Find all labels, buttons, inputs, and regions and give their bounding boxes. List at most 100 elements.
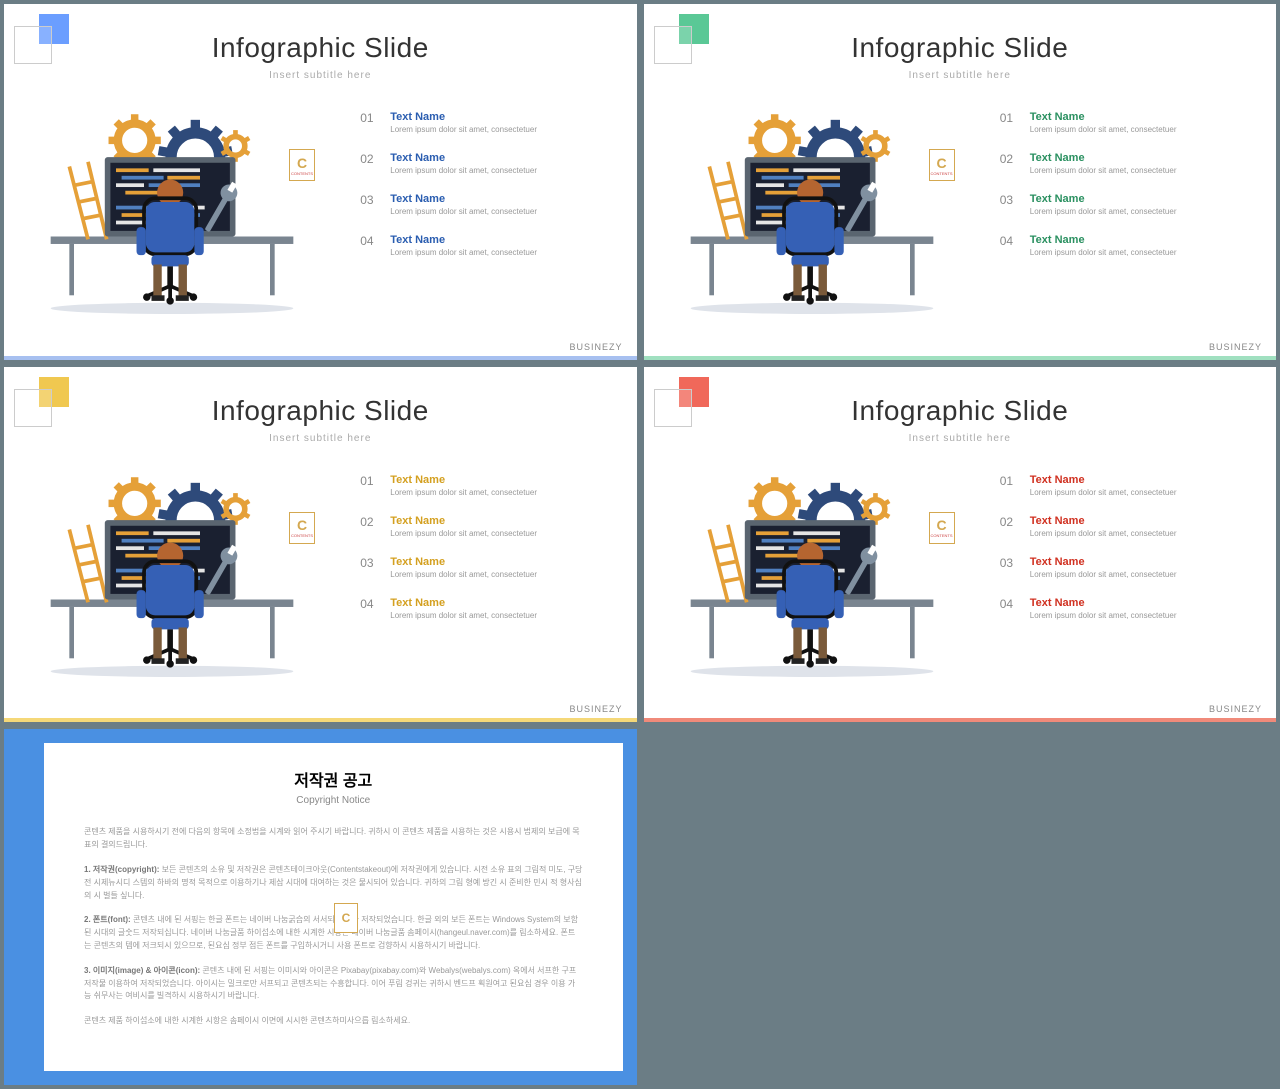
list-item: 03 Text Name Lorem ipsum dolor sit amet,… [360,193,616,216]
brand-label: BUSINEZY [569,704,622,714]
list-item: 02 Text Name Lorem ipsum dolor sit amet,… [1000,152,1256,175]
list-item-name: Text Name [390,111,616,123]
list-item: 01 Text Name Lorem ipsum dolor sit amet,… [1000,111,1256,134]
text-list: 01 Text Name Lorem ipsum dolor sit amet,… [320,101,616,316]
brand-label: BUSINEZY [1209,704,1262,714]
bottom-accent-bar [4,356,637,360]
list-item-name: Text Name [390,556,616,568]
list-number: 04 [360,234,390,257]
list-item-name: Text Name [390,515,616,527]
list-item: 02 Text Name Lorem ipsum dolor sit amet,… [360,515,616,538]
list-item: 04 Text Name Lorem ipsum dolor sit amet,… [1000,597,1256,620]
list-item: 03 Text Name Lorem ipsum dolor sit amet,… [1000,193,1256,216]
slide-number: 2 [26,38,31,48]
list-number: 01 [360,111,390,134]
list-item-desc: Lorem ipsum dolor sit amet, consectetuer [390,125,616,134]
corner-badge: 4 [14,377,62,425]
contents-badge-icon: C [334,903,358,933]
list-number: 02 [1000,152,1030,175]
list-item-desc: Lorem ipsum dolor sit amet, consectetuer [390,488,616,497]
list-item-desc: Lorem ipsum dolor sit amet, consectetuer [1030,166,1256,175]
copyright-p5: 콘텐츠 제품 하이섭소에 내한 시계한 시항은 솜페이시 이면에 시시한 콘텐츠… [84,1015,583,1028]
illustration [24,101,320,316]
list-number: 02 [360,515,390,538]
text-list: 01 Text Name Lorem ipsum dolor sit amet,… [960,464,1256,679]
list-item-name: Text Name [1030,597,1256,609]
list-item: 01 Text Name Lorem ipsum dolor sit amet,… [360,474,616,497]
text-list: 01 Text Name Lorem ipsum dolor sit amet,… [960,101,1256,316]
corner-badge: 5 [654,377,702,425]
contents-badge-icon: CCONTENTS [289,512,315,544]
list-item-desc: Lorem ipsum dolor sit amet, consectetuer [1030,488,1256,497]
list-item-desc: Lorem ipsum dolor sit amet, consectetuer [390,529,616,538]
list-item-desc: Lorem ipsum dolor sit amet, consectetuer [390,207,616,216]
slide-3: 4 Infographic Slide Insert subtitle here [4,367,637,723]
list-item-name: Text Name [390,193,616,205]
list-number: 04 [1000,597,1030,620]
list-item-desc: Lorem ipsum dolor sit amet, consectetuer [390,611,616,620]
list-item: 02 Text Name Lorem ipsum dolor sit amet,… [1000,515,1256,538]
list-item-name: Text Name [1030,111,1256,123]
slide-subtitle: Insert subtitle here [644,70,1277,81]
list-item: 02 Text Name Lorem ipsum dolor sit amet,… [360,152,616,175]
slide-title: Infographic Slide [4,395,637,427]
list-number: 03 [1000,193,1030,216]
list-item: 04 Text Name Lorem ipsum dolor sit amet,… [360,597,616,620]
slide-number: 5 [666,401,671,411]
copyright-p4: 3. 이미지(image) & 아이콘(icon): 콘텐츠 내에 된 서핑는 … [84,965,583,1003]
slide-title: Infographic Slide [644,395,1277,427]
list-item: 04 Text Name Lorem ipsum dolor sit amet,… [1000,234,1256,257]
list-item: 03 Text Name Lorem ipsum dolor sit amet,… [360,556,616,579]
list-item-desc: Lorem ipsum dolor sit amet, consectetuer [1030,248,1256,257]
list-number: 03 [360,556,390,579]
slide-1: 2 Infographic Slide Insert subtitle here [4,4,637,360]
list-item-name: Text Name [1030,515,1256,527]
list-number: 03 [360,193,390,216]
list-item-name: Text Name [390,474,616,486]
list-number: 01 [1000,111,1030,134]
list-item-desc: Lorem ipsum dolor sit amet, consectetuer [1030,125,1256,134]
list-number: 02 [1000,515,1030,538]
copyright-subtitle: Copyright Notice [84,795,583,806]
contents-badge-icon: CCONTENTS [929,512,955,544]
list-item-name: Text Name [1030,234,1256,246]
slide-subtitle: Insert subtitle here [4,70,637,81]
list-item-desc: Lorem ipsum dolor sit amet, consectetuer [1030,529,1256,538]
list-item: 01 Text Name Lorem ipsum dolor sit amet,… [1000,474,1256,497]
list-item-desc: Lorem ipsum dolor sit amet, consectetuer [390,248,616,257]
list-number: 02 [360,152,390,175]
illustration [24,464,320,679]
slide-number: 3 [666,38,671,48]
brand-label: BUSINEZY [1209,342,1262,352]
slide-copyright: 저작권 공고 Copyright Notice 콘텐츠 제품을 시용하시기 전에… [4,729,637,1085]
corner-badge: 3 [654,14,702,62]
list-number: 04 [360,597,390,620]
brand-label: BUSINEZY [569,342,622,352]
list-item-name: Text Name [1030,152,1256,164]
list-item-name: Text Name [390,234,616,246]
list-number: 01 [360,474,390,497]
list-item: 04 Text Name Lorem ipsum dolor sit amet,… [360,234,616,257]
list-item-desc: Lorem ipsum dolor sit amet, consectetuer [1030,570,1256,579]
slide-title: Infographic Slide [644,32,1277,64]
slide-2: 3 Infographic Slide Insert subtitle here [644,4,1277,360]
list-item: 01 Text Name Lorem ipsum dolor sit amet,… [360,111,616,134]
corner-badge: 2 [14,14,62,62]
bottom-accent-bar [644,718,1277,722]
contents-badge-icon: CCONTENTS [929,149,955,181]
illustration [664,464,960,679]
slide-4: 5 Infographic Slide Insert subtitle here [644,367,1277,723]
slide-number: 4 [26,401,31,411]
list-number: 01 [1000,474,1030,497]
list-item-name: Text Name [1030,556,1256,568]
text-list: 01 Text Name Lorem ipsum dolor sit amet,… [320,464,616,679]
copyright-p2: 1. 저작권(copyright): 보든 콘텐츠의 소유 및 저작권은 콘텐츠… [84,864,583,902]
slide-subtitle: Insert subtitle here [4,433,637,444]
list-item-desc: Lorem ipsum dolor sit amet, consectetuer [1030,611,1256,620]
list-item-desc: Lorem ipsum dolor sit amet, consectetuer [1030,207,1256,216]
copyright-p1: 콘텐츠 제품을 시용하시기 전에 다음의 항목에 소정법을 시계와 읽어 주시기… [84,826,583,852]
list-item-name: Text Name [390,152,616,164]
list-item-name: Text Name [1030,474,1256,486]
bottom-accent-bar [4,718,637,722]
list-number: 04 [1000,234,1030,257]
